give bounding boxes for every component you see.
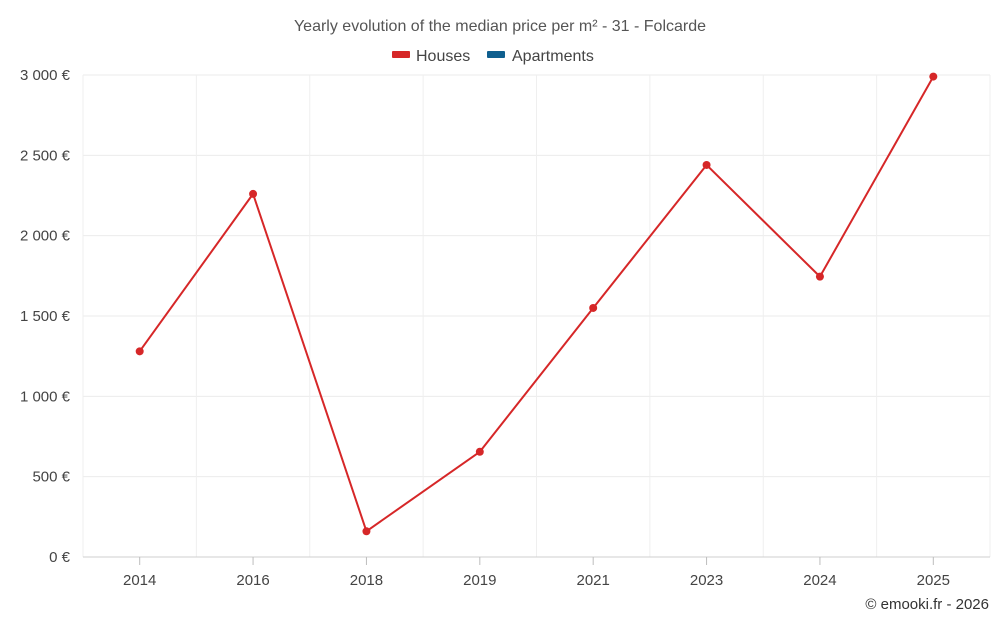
x-tick-label: 2023 [690, 572, 723, 589]
data-point[interactable] [135, 347, 144, 356]
x-tick-label: 2018 [350, 572, 383, 589]
grid [82, 74, 991, 557]
y-tick-label: 2 000 € [20, 228, 71, 245]
y-tick-label: 1 000 € [20, 388, 71, 405]
legend: Houses Apartments [392, 48, 594, 65]
y-axis: 0 € 500 € 1 000 € 1 500 € 2 000 € 2 500 € 3 00… [20, 67, 71, 566]
data-point[interactable] [249, 189, 258, 198]
legend-label-houses[interactable]: Houses [416, 48, 470, 65]
series-line-houses [138, 76, 935, 533]
x-tick-label: 2021 [577, 572, 610, 589]
x-tick-label: 2024 [803, 572, 836, 589]
legend-swatch-apartments [487, 51, 505, 58]
y-tick-label: 0 € [49, 549, 71, 566]
series-houses [135, 72, 938, 536]
y-tick-label: 1 500 € [20, 308, 71, 325]
y-tick-label: 2 500 € [20, 147, 71, 164]
x-tick-label: 2025 [917, 572, 950, 589]
x-tick-label: 2016 [236, 572, 269, 589]
legend-label-apartments[interactable]: Apartments [512, 48, 594, 65]
legend-swatch-houses [392, 51, 410, 58]
data-point[interactable] [589, 303, 598, 312]
y-tick-label: 3 000 € [20, 67, 71, 84]
x-tick-label: 2019 [463, 572, 496, 589]
x-tick-label: 2014 [123, 572, 156, 589]
credit: © emooki.fr - 2026 [865, 596, 989, 613]
data-point[interactable] [815, 272, 824, 281]
data-point[interactable] [929, 72, 938, 81]
x-axis: 2014 2016 2018 2019 2021 2023 2024 2025 [83, 556, 990, 589]
y-tick-label: 500 € [32, 469, 70, 486]
data-point[interactable] [362, 527, 371, 536]
chart-title: Yearly evolution of the median price per… [294, 18, 706, 35]
data-point[interactable] [702, 160, 711, 169]
data-point[interactable] [475, 447, 484, 456]
